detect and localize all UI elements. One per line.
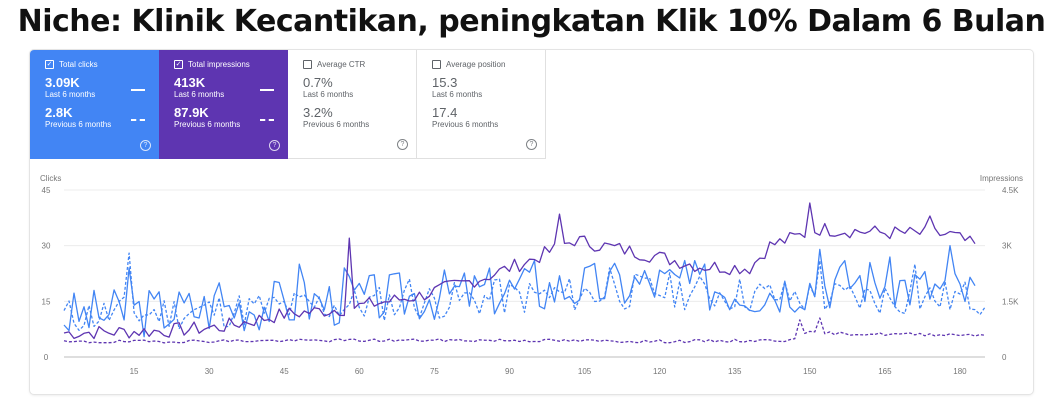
help-circle-icon[interactable]: ?: [397, 139, 408, 150]
page-title: Niche: Klinik Kecantikan, peningkatan Kl…: [17, 4, 1046, 39]
metric-prev-period: Previous 6 months: [174, 120, 241, 129]
check-icon[interactable]: ✓: [174, 59, 183, 69]
right-tick-label: 1.5K: [1002, 297, 1019, 306]
series-line-3: [63, 317, 986, 344]
x-tick-label: 165: [878, 367, 892, 376]
metric-prev-period: Previous 6 months: [303, 120, 370, 129]
x-tick-label: 15: [130, 367, 139, 376]
metric-period: Last 6 months: [174, 90, 225, 99]
metric-period: Last 6 months: [45, 90, 96, 99]
right-tick-label: 0: [1002, 353, 1007, 362]
dashed-line-legend-icon: [260, 119, 274, 121]
metric-value: 3.09K: [45, 75, 80, 90]
metric-value: 15.3: [432, 75, 458, 90]
metric-prev-period: Previous 6 months: [45, 120, 112, 129]
metric-card-total-clicks[interactable]: ✓ Total clicks 3.09K Last 6 months 2.8K P…: [30, 50, 159, 159]
left-axis-label: Clicks: [40, 174, 61, 183]
x-tick-label: 120: [653, 367, 667, 376]
series-line-2: [63, 202, 976, 340]
metric-value: 413K: [174, 75, 206, 90]
x-tick-label: 45: [280, 367, 289, 376]
help-circle-icon[interactable]: ?: [140, 140, 151, 151]
metric-period: Last 6 months: [432, 90, 483, 99]
x-tick-label: 135: [728, 367, 742, 376]
help-circle-icon[interactable]: ?: [269, 140, 280, 151]
left-tick-label: 30: [42, 242, 51, 251]
metric-cards: ✓ Total clicks 3.09K Last 6 months 2.8K P…: [30, 50, 546, 159]
metric-label: Average CTR: [317, 59, 366, 69]
left-tick-label: 45: [42, 186, 51, 195]
x-tick-label: 30: [205, 367, 214, 376]
metric-label: Total impressions: [188, 59, 250, 69]
solid-line-legend-icon: [260, 89, 274, 91]
series-lines: [63, 202, 986, 344]
metric-prev-period: Previous 6 months: [432, 120, 499, 129]
x-tick-label: 75: [430, 367, 439, 376]
performance-panel: ✓ Total clicks 3.09K Last 6 months 2.8K P…: [30, 50, 1033, 394]
checkbox-icon[interactable]: [432, 59, 441, 69]
solid-line-legend-icon: [131, 89, 145, 91]
help-circle-icon[interactable]: ?: [526, 139, 537, 150]
left-tick-label: 15: [42, 297, 51, 306]
metric-card-total-impressions[interactable]: ✓ Total impressions 413K Last 6 months 87…: [159, 50, 288, 159]
metric-label: Average position: [446, 59, 506, 69]
right-tick-label: 3K: [1002, 242, 1012, 251]
metric-card-average-position[interactable]: Average position 15.3 Last 6 months 17.4…: [417, 50, 546, 159]
axis-ticks: 0 15 30 45 0 1.5K 3K 4.5K 15 30 45 60 75 90 105 120 135 1…: [42, 186, 1020, 376]
x-tick-label: 105: [578, 367, 592, 376]
check-icon[interactable]: ✓: [45, 59, 54, 69]
right-axis-label: Impressions: [980, 174, 1023, 183]
metric-prev-value: 3.2%: [303, 105, 333, 120]
checkbox-icon[interactable]: [303, 59, 312, 69]
performance-chart[interactable]: Clicks Impressions 0 15 30 45 0 1.5K 3K 4.5K 15 3…: [30, 50, 1033, 394]
right-tick-label: 4.5K: [1002, 186, 1019, 195]
metric-label: Total clicks: [59, 59, 98, 69]
dashed-line-legend-icon: [131, 119, 145, 121]
metric-card-average-ctr[interactable]: Average CTR 0.7% Last 6 months 3.2% Prev…: [288, 50, 417, 159]
x-tick-label: 60: [355, 367, 364, 376]
metric-prev-value: 17.4: [432, 105, 458, 120]
series-line-0: [63, 245, 976, 338]
series-line-1: [63, 252, 986, 331]
x-tick-label: 180: [953, 367, 967, 376]
metric-prev-value: 87.9K: [174, 105, 209, 120]
metric-value: 0.7%: [303, 75, 333, 90]
left-tick-label: 0: [44, 353, 49, 362]
metric-period: Last 6 months: [303, 90, 354, 99]
x-tick-label: 150: [803, 367, 817, 376]
x-tick-label: 90: [505, 367, 514, 376]
metric-prev-value: 2.8K: [45, 105, 73, 120]
